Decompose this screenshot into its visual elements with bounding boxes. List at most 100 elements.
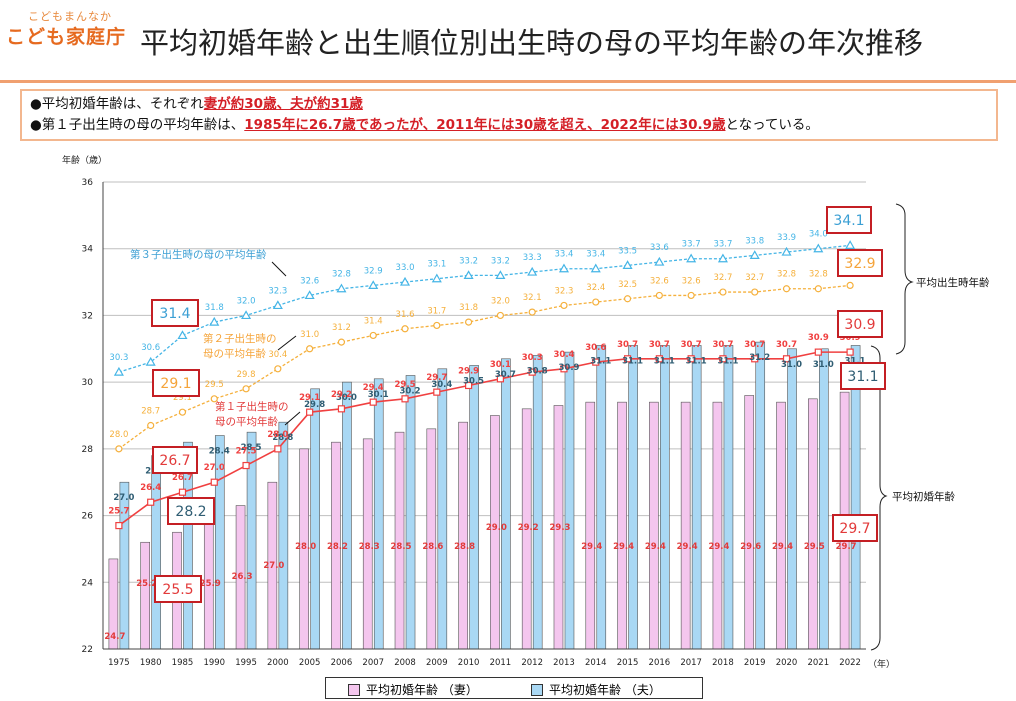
line-point (274, 445, 282, 453)
line-point-label: 32.3 (555, 286, 574, 296)
summary-line-2-text: ●第１子出生時の母の平均年齢は、 (30, 117, 245, 133)
bar-husband (373, 378, 384, 650)
callout-value: 25.5 (162, 582, 193, 598)
line-point (145, 356, 156, 366)
line-point (431, 273, 442, 283)
bar-husband (310, 388, 320, 650)
x-tick-label: 2011 (490, 658, 512, 668)
annotation-second-child-1: 第２子出生時の (203, 332, 277, 345)
line-point (401, 395, 409, 403)
line-point-label: 32.0 (491, 296, 510, 306)
line-point-label: 30.4 (553, 350, 574, 360)
y-tick-label: 32 (82, 311, 93, 321)
annotation-arrow (284, 411, 301, 426)
bar-label-wife: 29.0 (486, 523, 507, 533)
bar-label-wife: 25.9 (200, 579, 221, 589)
bar-wife (426, 428, 437, 650)
line-point (782, 285, 791, 293)
x-tick-label: 1980 (140, 658, 162, 668)
line-point (433, 321, 441, 330)
line-point (210, 395, 218, 403)
line-point-label: 31.7 (427, 306, 446, 316)
bar-wife (744, 395, 755, 650)
line-point (369, 398, 377, 406)
line-point-label: 32.8 (809, 270, 828, 280)
annotation-arrow (271, 261, 287, 277)
line-point-label: 29.1 (299, 393, 320, 403)
line-point-label: 33.3 (523, 253, 542, 263)
x-tick-label: 1990 (203, 658, 225, 668)
line-point (622, 260, 633, 269)
annotation-first-child-1: 第１子出生時の (215, 400, 289, 413)
bar-husband (596, 345, 607, 650)
line-point (496, 311, 504, 320)
line-point-label: 30.1 (490, 360, 511, 370)
line-point-label: 29.5 (395, 380, 416, 390)
line-point-label: 33.7 (713, 240, 732, 250)
line-point-label: 27.5 (236, 447, 257, 457)
x-tick-label: 2022 (839, 658, 861, 668)
y-tick-label: 24 (82, 578, 94, 588)
bar-label-husband: 31.0 (813, 360, 834, 370)
line-point-label: 29.8 (237, 370, 256, 380)
bar-label-wife: 25.2 (136, 579, 157, 589)
line-point (845, 240, 856, 249)
line-point-label: 32.8 (777, 270, 796, 280)
bar-label-wife: 29.4 (708, 542, 729, 552)
callout-value: 32.9 (844, 256, 875, 272)
y-axis-label: 年齢（歳） (62, 154, 107, 166)
bar-label-wife: 28.5 (391, 542, 412, 552)
line-point (368, 280, 379, 290)
line-point (465, 318, 473, 326)
legend-item-wife: 平均初婚年齢 （妻） (348, 681, 478, 698)
bar-label-husband: 30.4 (431, 380, 452, 390)
x-tick-label: 2020 (776, 658, 798, 668)
line-point (686, 253, 697, 263)
bar-label-husband: 30.9 (558, 363, 579, 373)
line-series (118, 284, 851, 450)
bar-label-husband: 28.5 (241, 443, 262, 453)
logo-wordmark: こども家庭庁 (6, 26, 127, 48)
legend-label-husband: 平均初婚年齢 （夫） (549, 683, 661, 697)
line-point-label: 33.8 (745, 236, 764, 246)
y-tick-label: 36 (82, 178, 94, 188)
x-tick-label: 1995 (235, 658, 257, 668)
bar-label-husband: 31.1 (590, 356, 611, 366)
line-point (399, 276, 411, 286)
bar-label-husband: 31.2 (749, 353, 770, 363)
line-point-label: 32.4 (586, 283, 605, 293)
bar-husband (660, 345, 670, 650)
callout-value: 29.1 (160, 376, 191, 392)
line-point (590, 263, 601, 273)
line-point-label: 30.9 (840, 333, 861, 343)
bar-label-husband: 30.1 (368, 390, 389, 400)
kodomo-katei-cho-logo: こどもまんなか こども家庭庁 (6, 8, 126, 49)
bar-label-husband: 30.7 (495, 370, 516, 380)
x-tick-label: 2019 (744, 658, 766, 668)
line-point-label: 33.6 (650, 243, 669, 253)
annotation-third-child: 第３子出生時の母の平均年齢 (130, 248, 267, 261)
bar-wife (585, 401, 596, 650)
line-point-label: 27.0 (204, 463, 225, 473)
line-point (623, 355, 632, 363)
line-point (560, 365, 568, 373)
line-point (846, 281, 854, 290)
bar-label-husband: 30.2 (400, 386, 421, 396)
bar-husband (246, 431, 257, 650)
x-tick-label: 1975 (108, 658, 130, 668)
bar-husband (183, 441, 193, 650)
line-point (751, 288, 759, 296)
bar-wife (553, 405, 564, 650)
line-point-label: 32.3 (268, 286, 287, 296)
line-point-label: 30.7 (712, 340, 733, 350)
bar-label-husband: 31.1 (686, 356, 707, 366)
y-tick-label: 26 (82, 512, 94, 522)
bar-husband (850, 345, 861, 650)
line-point-label: 30.3 (109, 353, 128, 363)
summary-line-1-highlight: 妻が約30歳、夫が約31歳 (203, 96, 363, 112)
line-point (814, 285, 822, 293)
line-point (337, 338, 346, 346)
line-point-label: 32.1 (523, 293, 542, 303)
legend-label-wife: 平均初婚年齢 （妻） (366, 683, 478, 697)
bar-wife (649, 401, 659, 650)
